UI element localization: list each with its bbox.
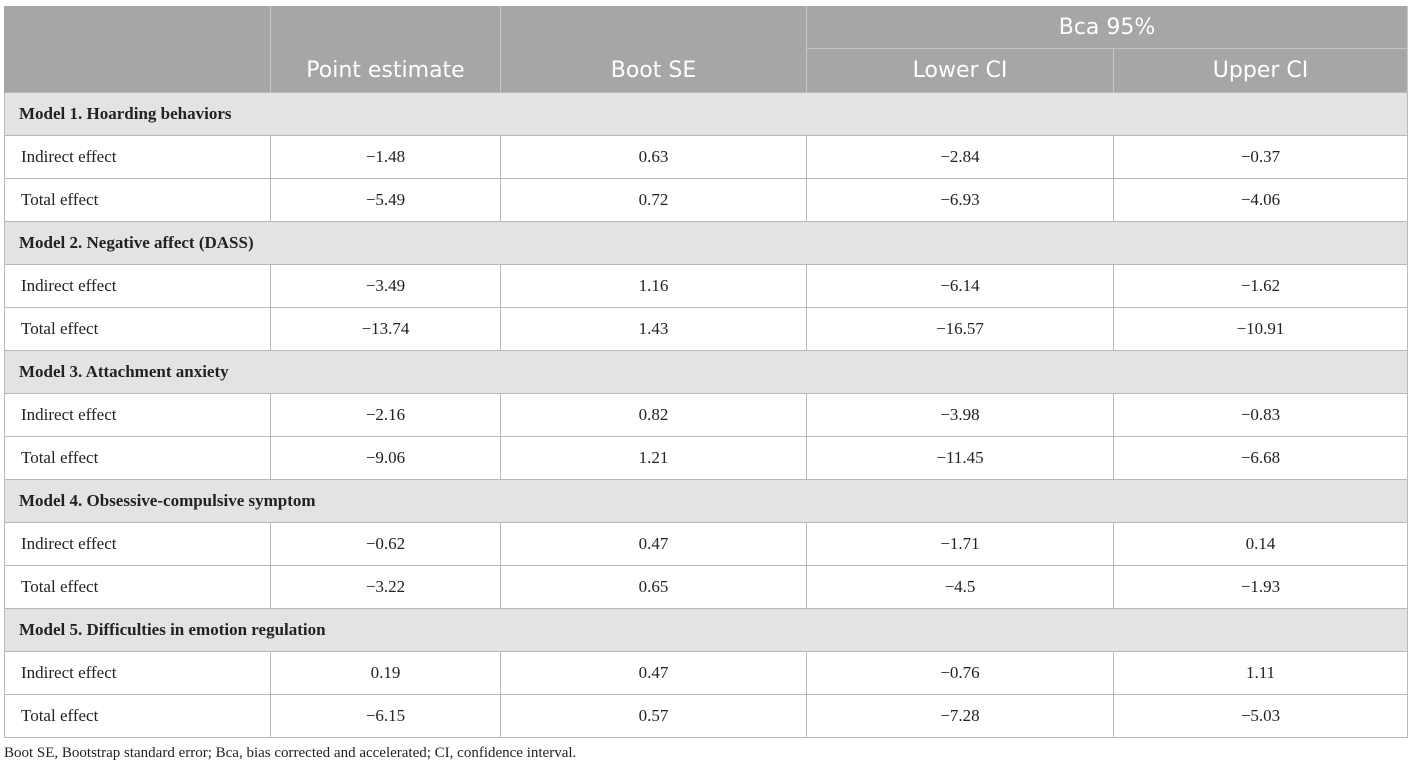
row-label: Indirect effect xyxy=(4,135,271,179)
boot-se-cell: 1.16 xyxy=(500,264,807,308)
boot-se-cell: 1.43 xyxy=(500,307,807,351)
section-row: Model 1. Hoarding behaviors xyxy=(4,92,1408,136)
lower-ci-cell: −0.76 xyxy=(806,651,1114,695)
section-title: Model 2. Negative affect (DASS) xyxy=(4,221,1408,265)
header-point-estimate: Point estimate xyxy=(270,48,501,93)
lower-ci-cell: −2.84 xyxy=(806,135,1114,179)
upper-ci-cell: −5.03 xyxy=(1113,694,1408,738)
table-footnote: Boot SE, Bootstrap standard error; Bca, … xyxy=(4,745,577,761)
lower-ci-cell: −11.45 xyxy=(806,436,1114,480)
upper-ci-cell: −1.93 xyxy=(1113,565,1408,609)
lower-ci-cell: −16.57 xyxy=(806,307,1114,351)
point-estimate-cell: −13.74 xyxy=(270,307,501,351)
table-row: Indirect effect −3.49 1.16 −6.14 −1.62 xyxy=(4,264,1408,308)
boot-se-cell: 0.72 xyxy=(500,178,807,222)
section-row: Model 4. Obsessive-compulsive symptom xyxy=(4,479,1408,523)
row-label: Indirect effect xyxy=(4,651,271,695)
results-table-container: Bca 95% Point estimate Boot SE Lower CI … xyxy=(4,6,1408,738)
row-label: Total effect xyxy=(4,565,271,609)
lower-ci-cell: −4.5 xyxy=(806,565,1114,609)
mediation-results-table: Bca 95% Point estimate Boot SE Lower CI … xyxy=(4,6,1408,738)
point-estimate-cell: −3.22 xyxy=(270,565,501,609)
table-row: Total effect −9.06 1.21 −11.45 −6.68 xyxy=(4,436,1408,480)
row-label: Total effect xyxy=(4,694,271,738)
row-label: Indirect effect xyxy=(4,264,271,308)
table-header: Bca 95% Point estimate Boot SE Lower CI … xyxy=(4,6,1408,93)
upper-ci-cell: −4.06 xyxy=(1113,178,1408,222)
header-upper-ci: Upper CI xyxy=(1113,48,1408,93)
point-estimate-cell: −3.49 xyxy=(270,264,501,308)
header-spacer-point xyxy=(270,6,501,49)
point-estimate-cell: −1.48 xyxy=(270,135,501,179)
table-row: Indirect effect 0.19 0.47 −0.76 1.11 xyxy=(4,651,1408,695)
table-row: Total effect −5.49 0.72 −6.93 −4.06 xyxy=(4,178,1408,222)
section-row: Model 2. Negative affect (DASS) xyxy=(4,221,1408,265)
table-row: Indirect effect −0.62 0.47 −1.71 0.14 xyxy=(4,522,1408,566)
boot-se-cell: 0.63 xyxy=(500,135,807,179)
point-estimate-cell: 0.19 xyxy=(270,651,501,695)
table-body: Model 1. Hoarding behaviors Indirect effe… xyxy=(4,92,1408,738)
section-title: Model 4. Obsessive-compulsive symptom xyxy=(4,479,1408,523)
section-title: Model 1. Hoarding behaviors xyxy=(4,92,1408,136)
lower-ci-cell: −1.71 xyxy=(806,522,1114,566)
table-row: Total effect −6.15 0.57 −7.28 −5.03 xyxy=(4,694,1408,738)
header-lower-ci: Lower CI xyxy=(806,48,1114,93)
row-label: Total effect xyxy=(4,178,271,222)
row-label: Indirect effect xyxy=(4,522,271,566)
boot-se-cell: 0.65 xyxy=(500,565,807,609)
header-row-group: Bca 95% xyxy=(4,6,1408,93)
boot-se-cell: 0.82 xyxy=(500,393,807,437)
point-estimate-cell: −9.06 xyxy=(270,436,501,480)
boot-se-cell: 1.21 xyxy=(500,436,807,480)
header-empty-cell xyxy=(4,6,271,93)
section-title: Model 3. Attachment anxiety xyxy=(4,350,1408,394)
upper-ci-cell: −10.91 xyxy=(1113,307,1408,351)
upper-ci-cell: −0.83 xyxy=(1113,393,1408,437)
lower-ci-cell: −6.93 xyxy=(806,178,1114,222)
header-spacer-se xyxy=(500,6,807,49)
upper-ci-cell: −1.62 xyxy=(1113,264,1408,308)
table-row: Indirect effect −2.16 0.82 −3.98 −0.83 xyxy=(4,393,1408,437)
point-estimate-cell: −5.49 xyxy=(270,178,501,222)
point-estimate-cell: −6.15 xyxy=(270,694,501,738)
lower-ci-cell: −6.14 xyxy=(806,264,1114,308)
header-group-bca: Bca 95% xyxy=(806,6,1408,49)
point-estimate-cell: −2.16 xyxy=(270,393,501,437)
section-row: Model 3. Attachment anxiety xyxy=(4,350,1408,394)
upper-ci-cell: −0.37 xyxy=(1113,135,1408,179)
section-row: Model 5. Difficulties in emotion regulat… xyxy=(4,608,1408,652)
lower-ci-cell: −3.98 xyxy=(806,393,1114,437)
table-row: Total effect −13.74 1.43 −16.57 −10.91 xyxy=(4,307,1408,351)
table-row: Total effect −3.22 0.65 −4.5 −1.93 xyxy=(4,565,1408,609)
header-boot-se: Boot SE xyxy=(500,48,807,93)
boot-se-cell: 0.47 xyxy=(500,522,807,566)
row-label: Indirect effect xyxy=(4,393,271,437)
row-label: Total effect xyxy=(4,307,271,351)
row-label: Total effect xyxy=(4,436,271,480)
boot-se-cell: 0.47 xyxy=(500,651,807,695)
table-row: Indirect effect −1.48 0.63 −2.84 −0.37 xyxy=(4,135,1408,179)
point-estimate-cell: −0.62 xyxy=(270,522,501,566)
upper-ci-cell: −6.68 xyxy=(1113,436,1408,480)
section-title: Model 5. Difficulties in emotion regulat… xyxy=(4,608,1408,652)
upper-ci-cell: 1.11 xyxy=(1113,651,1408,695)
boot-se-cell: 0.57 xyxy=(500,694,807,738)
upper-ci-cell: 0.14 xyxy=(1113,522,1408,566)
header-row-columns: Point estimate Boot SE Lower CI Upper CI xyxy=(5,48,1408,93)
lower-ci-cell: −7.28 xyxy=(806,694,1114,738)
